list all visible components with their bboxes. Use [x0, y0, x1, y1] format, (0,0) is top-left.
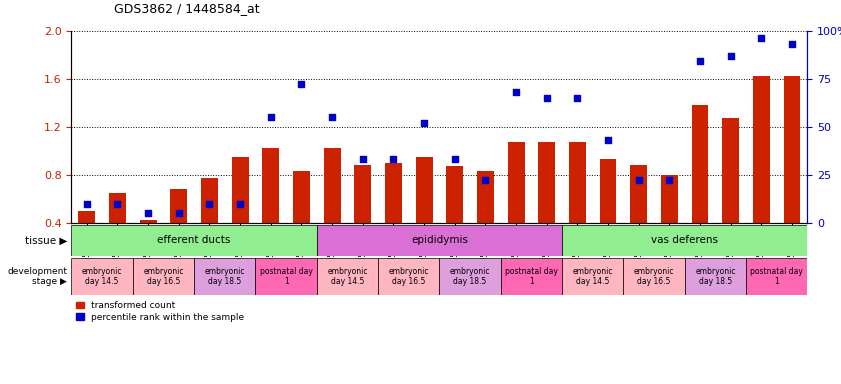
Bar [194, 258, 256, 295]
Point [294, 81, 308, 88]
Point [141, 210, 155, 216]
Bar [78, 211, 95, 223]
Bar [231, 157, 249, 223]
Point [234, 200, 247, 207]
Text: embryonic
day 16.5: embryonic day 16.5 [143, 266, 183, 286]
Text: vas deferens: vas deferens [651, 235, 718, 245]
Point [571, 95, 584, 101]
Point [601, 137, 615, 143]
Bar [354, 165, 371, 223]
Text: embryonic
day 16.5: embryonic day 16.5 [389, 266, 429, 286]
Bar [623, 258, 685, 295]
Bar [71, 225, 317, 256]
Bar [630, 165, 648, 223]
Bar [538, 142, 555, 223]
Point [203, 200, 216, 207]
Legend: transformed count, percentile rank within the sample: transformed count, percentile rank withi… [76, 301, 245, 322]
Point [510, 89, 523, 95]
Bar [600, 159, 616, 223]
Bar [317, 258, 378, 295]
Point [693, 58, 706, 65]
Text: embryonic
day 14.5: embryonic day 14.5 [327, 266, 368, 286]
Bar [722, 118, 739, 223]
Text: embryonic
day 14.5: embryonic day 14.5 [82, 266, 123, 286]
Bar [508, 142, 525, 223]
Text: tissue ▶: tissue ▶ [25, 235, 67, 245]
Point [724, 53, 738, 59]
Point [111, 200, 124, 207]
Bar [71, 258, 133, 295]
Point [172, 210, 186, 216]
Bar [378, 258, 439, 295]
Point [80, 200, 93, 207]
Text: epididymis: epididymis [411, 235, 468, 245]
Bar [562, 258, 623, 295]
Bar [661, 175, 678, 223]
Point [387, 156, 400, 162]
Bar [477, 171, 494, 223]
Bar [171, 189, 188, 223]
Bar [691, 105, 708, 223]
Point [325, 114, 339, 120]
Point [417, 120, 431, 126]
Text: development
stage ▶: development stage ▶ [8, 266, 67, 286]
Point [479, 177, 492, 184]
Bar [746, 258, 807, 295]
Bar [133, 258, 194, 295]
Text: postnatal day
1: postnatal day 1 [505, 266, 558, 286]
Bar [140, 220, 156, 223]
Text: GDS3862 / 1448584_at: GDS3862 / 1448584_at [114, 2, 259, 15]
Text: embryonic
day 18.5: embryonic day 18.5 [696, 266, 736, 286]
Point [632, 177, 645, 184]
Text: embryonic
day 18.5: embryonic day 18.5 [204, 266, 245, 286]
Text: postnatal day
1: postnatal day 1 [750, 266, 803, 286]
Bar [569, 142, 586, 223]
Bar [385, 163, 402, 223]
Point [448, 156, 462, 162]
Text: efferent ducts: efferent ducts [157, 235, 230, 245]
Bar [562, 225, 807, 256]
Point [663, 177, 676, 184]
Bar [201, 178, 218, 223]
Bar [439, 258, 500, 295]
Point [754, 35, 768, 41]
Bar [753, 76, 770, 223]
Bar [293, 171, 309, 223]
Text: embryonic
day 18.5: embryonic day 18.5 [450, 266, 490, 286]
Bar [447, 166, 463, 223]
Point [540, 95, 553, 101]
Point [785, 41, 799, 47]
Bar [256, 258, 317, 295]
Point [356, 156, 369, 162]
Text: embryonic
day 14.5: embryonic day 14.5 [573, 266, 613, 286]
Bar [317, 225, 562, 256]
Point [264, 114, 278, 120]
Bar [784, 76, 801, 223]
Text: postnatal day
1: postnatal day 1 [260, 266, 313, 286]
Bar [262, 148, 279, 223]
Bar [109, 193, 126, 223]
Bar [500, 258, 562, 295]
Bar [415, 157, 432, 223]
Text: embryonic
day 16.5: embryonic day 16.5 [634, 266, 674, 286]
Bar [685, 258, 746, 295]
Bar [324, 148, 341, 223]
